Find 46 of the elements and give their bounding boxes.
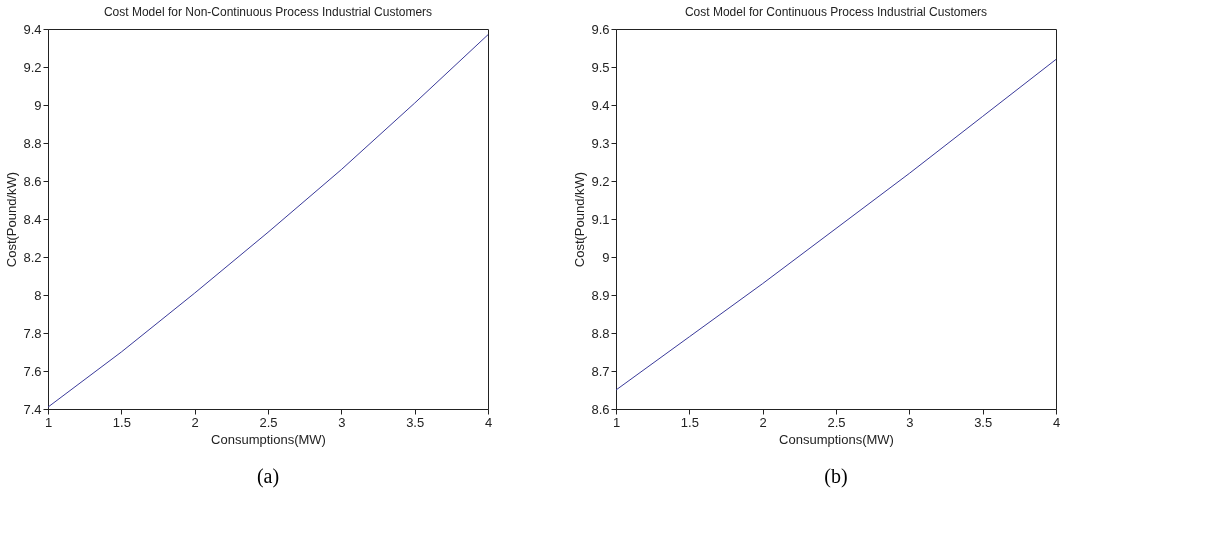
x-tick-label: 3.5 bbox=[406, 414, 425, 430]
x-tick-label: 4 bbox=[1052, 414, 1061, 430]
line-series bbox=[48, 34, 488, 408]
y-tick-label: 7.8 bbox=[23, 325, 42, 341]
y-tick-label: 8 bbox=[34, 287, 42, 303]
x-tick-label: 1.5 bbox=[680, 414, 699, 430]
x-tick-label: 1 bbox=[44, 414, 53, 430]
x-tick-label: 1.5 bbox=[112, 414, 131, 430]
y-tick-label: 8.6 bbox=[591, 401, 610, 417]
y-tick-label: 9 bbox=[34, 97, 42, 113]
x-axis-title: Consumptions(MW) bbox=[779, 431, 894, 447]
y-tick-label: 8.9 bbox=[591, 287, 610, 303]
y-tick-label: 8.7 bbox=[591, 363, 610, 379]
y-tick-label: 9.2 bbox=[23, 59, 42, 75]
y-tick-label: 9.4 bbox=[591, 97, 610, 113]
text: (a) bbox=[256, 465, 280, 488]
y-tick-label: 8.6 bbox=[23, 173, 42, 189]
y-tick-label: 8.4 bbox=[23, 211, 42, 227]
y-tick-label: 9.5 bbox=[591, 59, 610, 75]
x-tick-label: 3.5 bbox=[974, 414, 993, 430]
x-tick-label: 3 bbox=[338, 414, 346, 430]
y-tick-label: 7.4 bbox=[23, 401, 42, 417]
y-tick-label: 8.2 bbox=[23, 249, 42, 265]
x-tick-label: 1 bbox=[612, 414, 621, 430]
y-tick-label: 9.2 bbox=[591, 173, 610, 189]
y-tick-label: 9.4 bbox=[23, 21, 42, 37]
chart-title: Cost Model for Continuous Process Industrial Customers bbox=[684, 5, 988, 19]
x-tick-label: 3 bbox=[906, 414, 914, 430]
x-tick-label: 4 bbox=[484, 414, 493, 430]
x-tick-label: 2 bbox=[759, 414, 767, 430]
y-tick-label: 9.3 bbox=[591, 135, 610, 151]
x-tick-label: 2.5 bbox=[259, 414, 278, 430]
text: (b) bbox=[824, 465, 848, 488]
x-tick-label: 2 bbox=[191, 414, 199, 430]
y-tick-label: 9.6 bbox=[591, 21, 610, 37]
y-tick-label: 8.8 bbox=[23, 135, 42, 151]
y-tick-label: 7.6 bbox=[23, 363, 42, 379]
line-series bbox=[616, 58, 1056, 391]
y-tick-label: 9 bbox=[602, 249, 610, 265]
y-tick-label: 9.1 bbox=[591, 211, 610, 227]
y-tick-label: 8.8 bbox=[591, 325, 610, 341]
x-axis-title: Consumptions(MW) bbox=[211, 431, 326, 447]
x-tick-label: 2.5 bbox=[827, 414, 846, 430]
y-axis-title: Cost(Pound/kW) bbox=[4, 171, 20, 268]
y-axis-title: Cost(Pound/kW) bbox=[572, 171, 588, 268]
chart-title: Cost Model for Non-Continuous Process Industrial Customers bbox=[103, 5, 433, 19]
